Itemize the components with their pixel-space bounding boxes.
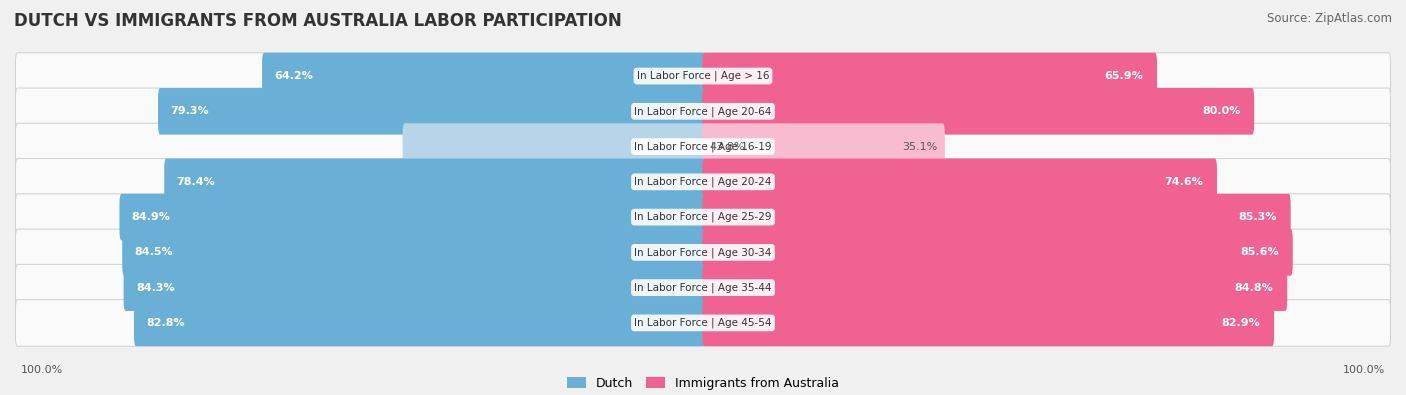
Text: 43.8%: 43.8%: [710, 141, 745, 152]
Text: 35.1%: 35.1%: [903, 141, 938, 152]
FancyBboxPatch shape: [157, 88, 704, 135]
Text: In Labor Force | Age > 16: In Labor Force | Age > 16: [637, 71, 769, 81]
Text: 74.6%: 74.6%: [1164, 177, 1204, 187]
Text: 100.0%: 100.0%: [1343, 365, 1385, 375]
Text: In Labor Force | Age 20-64: In Labor Force | Age 20-64: [634, 106, 772, 117]
FancyBboxPatch shape: [703, 88, 1254, 135]
FancyBboxPatch shape: [402, 123, 704, 170]
FancyBboxPatch shape: [703, 158, 1218, 205]
Text: In Labor Force | Age 16-19: In Labor Force | Age 16-19: [634, 141, 772, 152]
Text: Source: ZipAtlas.com: Source: ZipAtlas.com: [1267, 12, 1392, 25]
FancyBboxPatch shape: [703, 300, 1274, 346]
FancyBboxPatch shape: [15, 88, 1391, 135]
Text: 64.2%: 64.2%: [274, 71, 314, 81]
FancyBboxPatch shape: [15, 229, 1391, 276]
Text: In Labor Force | Age 35-44: In Labor Force | Age 35-44: [634, 282, 772, 293]
FancyBboxPatch shape: [15, 123, 1391, 170]
Text: 80.0%: 80.0%: [1202, 106, 1240, 116]
Text: 84.5%: 84.5%: [135, 247, 173, 258]
FancyBboxPatch shape: [15, 53, 1391, 99]
FancyBboxPatch shape: [15, 264, 1391, 311]
Text: In Labor Force | Age 25-29: In Labor Force | Age 25-29: [634, 212, 772, 222]
Text: 85.3%: 85.3%: [1239, 212, 1277, 222]
Text: 79.3%: 79.3%: [170, 106, 209, 116]
FancyBboxPatch shape: [15, 158, 1391, 205]
Text: In Labor Force | Age 20-24: In Labor Force | Age 20-24: [634, 177, 772, 187]
FancyBboxPatch shape: [703, 123, 945, 170]
Text: DUTCH VS IMMIGRANTS FROM AUSTRALIA LABOR PARTICIPATION: DUTCH VS IMMIGRANTS FROM AUSTRALIA LABOR…: [14, 12, 621, 30]
FancyBboxPatch shape: [703, 194, 1291, 241]
FancyBboxPatch shape: [703, 53, 1157, 99]
Text: In Labor Force | Age 45-54: In Labor Force | Age 45-54: [634, 318, 772, 328]
FancyBboxPatch shape: [124, 264, 704, 311]
Text: 78.4%: 78.4%: [177, 177, 215, 187]
Text: 82.9%: 82.9%: [1222, 318, 1260, 328]
Text: 85.6%: 85.6%: [1240, 247, 1279, 258]
FancyBboxPatch shape: [165, 158, 704, 205]
Legend: Dutch, Immigrants from Australia: Dutch, Immigrants from Australia: [562, 372, 844, 395]
Text: 65.9%: 65.9%: [1105, 71, 1143, 81]
Text: 82.8%: 82.8%: [146, 318, 186, 328]
FancyBboxPatch shape: [15, 300, 1391, 346]
FancyBboxPatch shape: [703, 264, 1288, 311]
Text: 84.3%: 84.3%: [136, 283, 174, 293]
FancyBboxPatch shape: [15, 194, 1391, 241]
FancyBboxPatch shape: [703, 229, 1292, 276]
Text: 100.0%: 100.0%: [21, 365, 63, 375]
FancyBboxPatch shape: [134, 300, 704, 346]
Text: 84.9%: 84.9%: [132, 212, 170, 222]
Text: 84.8%: 84.8%: [1234, 283, 1274, 293]
FancyBboxPatch shape: [122, 229, 704, 276]
FancyBboxPatch shape: [262, 53, 704, 99]
FancyBboxPatch shape: [120, 194, 704, 241]
Text: In Labor Force | Age 30-34: In Labor Force | Age 30-34: [634, 247, 772, 258]
